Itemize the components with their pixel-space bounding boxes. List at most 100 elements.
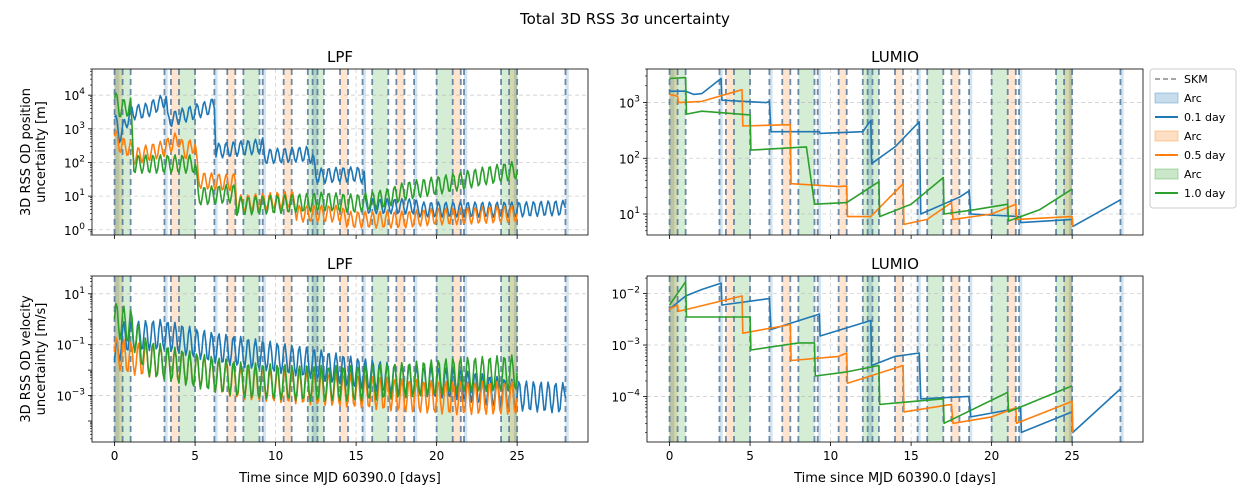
arc-span [362,276,366,442]
series-line-s10 [113,92,518,217]
legend-entry: Arc [1154,168,1202,181]
series-line-s05 [113,130,518,229]
panel-bottom-right: 0 5 10 15 20 25 10−4 10−3 10−2 LUMIO Time since MJ… [611,255,1144,486]
x-axis-label: Time since MJD 60390.0 [days] [793,471,996,486]
arc-span [513,276,518,442]
arc-span [867,276,873,442]
arc-span [372,69,389,235]
x-tick-label: 0 [666,449,674,463]
arc-span [669,276,678,442]
arc-span [838,276,847,442]
x-tick-label: 5 [746,449,754,463]
arc-span [733,69,751,235]
y-tick-label: 101 [619,206,640,222]
x-tick-label: 0 [111,449,119,463]
arc-span [178,276,196,442]
arc-span [114,276,120,442]
legend-label: Arc [1184,130,1202,143]
legend-label: Arc [1184,92,1202,105]
figure-suptitle: Total 3D RSS 3σ uncertainty [519,10,730,28]
axes-frame [91,275,589,443]
arc-span [719,69,723,235]
arc-span [414,276,418,442]
legend-label: 0.1 day [1184,111,1226,124]
legend-swatch [1154,92,1179,104]
plot-area [647,69,1143,235]
plot-area [92,69,588,235]
arc-span [283,69,292,235]
legend-entry: 0.1 day [1155,111,1226,124]
x-tick-label: 15 [903,449,918,463]
arc-span [927,69,944,235]
arc-span [969,69,973,235]
arc-span [1120,69,1124,235]
legend-label: 1.0 day [1184,187,1226,200]
arc-span [1068,69,1073,235]
legend-label: Arc [1184,168,1202,181]
y-tick-label: 103 [64,121,85,137]
arc-span [164,69,168,235]
panel-title: LUMIO [871,255,919,273]
arc-span [565,276,569,442]
arc-span [1019,69,1023,235]
legend-swatch [1154,168,1179,180]
x-tick-label: 5 [191,449,199,463]
series-line-s10 [669,76,1073,222]
arc-span [170,276,179,442]
arc-span [951,69,960,235]
y-axis-label: 3D RSS OD positionuncertainty [m] [19,88,49,216]
panel-top-left: 100 101 102 103 104 LPF 3D RSS OD positionunce… [19,48,589,239]
axes-frame [91,68,589,236]
arc-span [669,276,675,442]
arc-span [509,69,518,235]
y-tick-label: 104 [64,87,85,103]
panel-top-right: 101 102 103 LUMIO [619,48,1144,239]
series-line-s05 [669,88,1074,227]
arc-span [565,69,569,235]
arc-span [782,69,791,235]
x-axis-label: Time since MJD 60390.0 [days] [238,471,441,486]
legend-frame [1149,68,1237,209]
series-line-s10 [668,280,1073,425]
arc-span [452,69,461,235]
panel-title: LPF [327,48,353,66]
arc-span [464,69,468,235]
arc-span [312,69,318,235]
series-line-s01 [113,318,567,414]
arc-span [114,69,120,235]
legend-entry: 0.5 day [1155,149,1226,162]
arc-span [782,276,791,442]
x-tick-label: 20 [984,449,999,463]
arc-span [1064,69,1073,235]
arc-span [1007,276,1016,442]
arc-span [838,69,847,235]
arc-span [769,276,773,442]
arc-span [719,276,723,442]
arc-span [1068,276,1073,442]
arc-span [114,69,123,235]
axes-frame [646,68,1144,236]
arc-span [1007,69,1016,235]
plot-area [647,276,1143,442]
x-tick-label: 20 [429,449,444,463]
arc-span [436,276,453,442]
y-tick-label: 10−3 [56,388,85,404]
series-line-s10 [113,302,518,403]
arc-span [396,69,405,235]
series-line-s05 [669,295,1074,433]
arc-span [509,276,518,442]
arc-span [243,276,260,442]
arc-span [817,276,821,442]
arc-span [725,276,734,442]
y-tick-label: 103 [619,95,640,111]
panel-bottom-left: 0 5 10 15 20 25 10−3 10−1 101 LPF Time since MJD 6… [19,255,589,486]
arc-span [436,69,453,235]
arc-span [464,276,468,442]
series-line-s01 [668,282,1122,434]
panel-title: LUMIO [871,48,919,66]
arc-span [669,69,675,235]
arc-span [895,276,904,442]
y-tick-label: 101 [64,286,85,302]
arc-span [817,69,821,235]
